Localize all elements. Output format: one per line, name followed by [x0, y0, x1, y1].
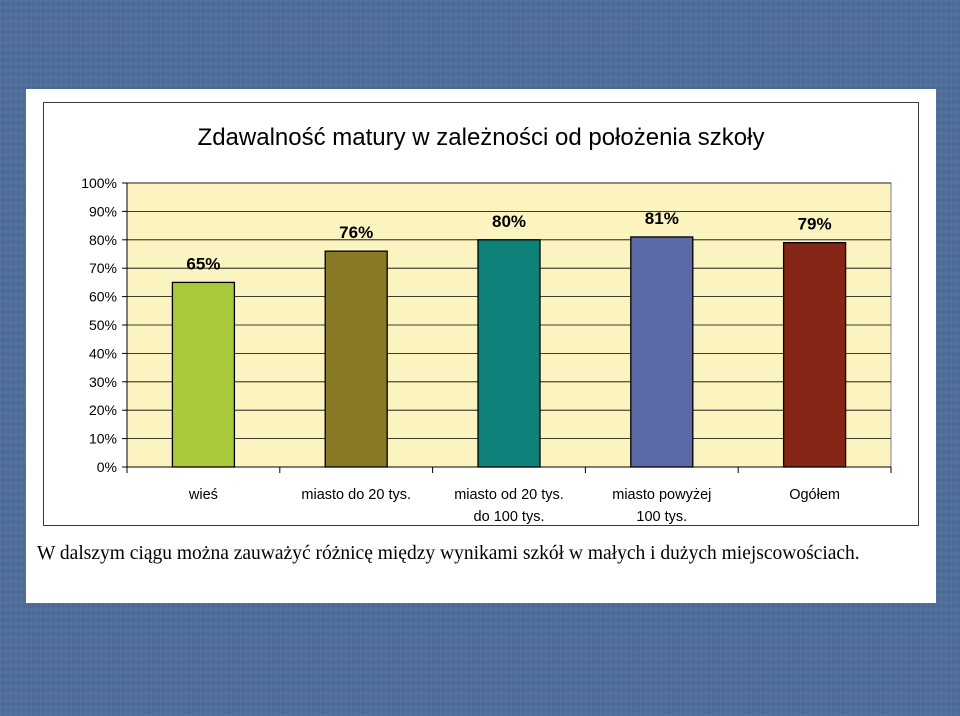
data-label: 76%: [339, 223, 373, 242]
bar: [477, 239, 541, 468]
y-tick-label: 60%: [89, 289, 117, 305]
data-label: 81%: [645, 209, 679, 228]
data-label: 79%: [798, 215, 832, 234]
x-category-label: 100 tys.: [636, 509, 687, 525]
x-category-label: miasto powyżej: [612, 487, 711, 503]
bar: [630, 236, 694, 468]
chart: Zdawalność matury w zależności od położe…: [43, 102, 919, 526]
y-tick-label: 40%: [89, 345, 117, 361]
x-category-label: Ogółem: [789, 487, 840, 503]
bar: [171, 281, 236, 468]
y-tick-label: 90%: [89, 203, 117, 219]
x-category-label: wieś: [188, 487, 218, 503]
bar: [324, 250, 388, 468]
chart-title: Zdawalność matury w zależności od położe…: [198, 124, 765, 151]
data-label: 65%: [186, 254, 220, 273]
y-tick-label: 30%: [89, 374, 117, 390]
caption-text: W dalszym ciągu można zauważyć różnicę m…: [37, 543, 860, 564]
chart-canvas: Zdawalność matury w zależności od położe…: [81, 124, 892, 525]
y-tick-label: 10%: [89, 431, 117, 447]
y-tick-label: 80%: [89, 232, 117, 248]
data-label: 80%: [492, 212, 526, 231]
x-category-label: do 100 tys.: [474, 509, 545, 525]
y-tick-label: 70%: [89, 260, 117, 276]
y-tick-label: 50%: [89, 317, 117, 333]
y-tick-label: 100%: [81, 175, 117, 191]
bar: [782, 241, 847, 468]
y-tick-label: 20%: [89, 402, 117, 418]
x-category-label: miasto od 20 tys.: [454, 487, 564, 503]
x-category-label: miasto do 20 tys.: [301, 487, 411, 503]
slide-content: Zdawalność matury w zależności od położe…: [26, 89, 936, 603]
y-tick-label: 0%: [97, 459, 117, 475]
